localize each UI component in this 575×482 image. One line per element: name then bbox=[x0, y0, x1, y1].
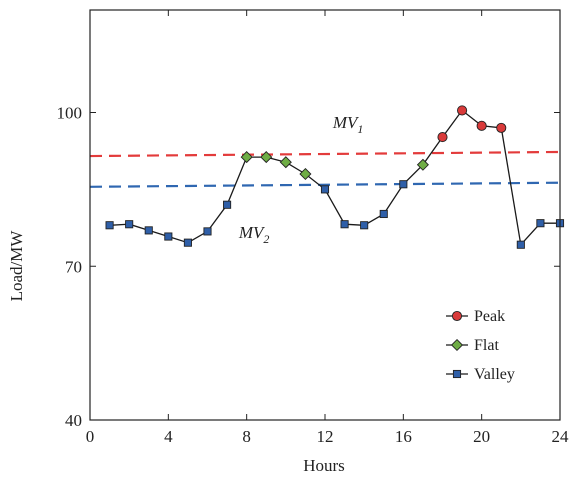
valley-point bbox=[320, 185, 330, 194]
flat-point bbox=[299, 167, 312, 181]
legend-marker-flat bbox=[450, 338, 464, 352]
x-tick-label: 16 bbox=[395, 427, 412, 446]
valley-point bbox=[164, 232, 173, 241]
peak-point bbox=[437, 132, 448, 143]
x-tick-label: 8 bbox=[242, 427, 251, 446]
valley-point bbox=[399, 180, 408, 189]
legend-marker-valley bbox=[452, 369, 462, 379]
valley-point bbox=[223, 200, 232, 209]
peak-point bbox=[476, 120, 487, 131]
y-tick-label: 100 bbox=[57, 104, 83, 123]
x-tick-label: 0 bbox=[86, 427, 95, 446]
valley-point bbox=[340, 220, 349, 229]
valley-point bbox=[360, 221, 369, 230]
x-tick-label: 20 bbox=[473, 427, 490, 446]
reference-line-label-2: MV2 bbox=[238, 223, 270, 246]
x-tick-label: 4 bbox=[164, 427, 173, 446]
valley-point bbox=[105, 221, 114, 230]
legend-marker-peak bbox=[451, 310, 463, 322]
legend-label-peak: Peak bbox=[474, 308, 505, 325]
valley-point bbox=[203, 227, 212, 236]
reference-line-label-1: MV1 bbox=[332, 113, 364, 136]
y-tick-label: 40 bbox=[65, 411, 82, 430]
x-tick-label: 12 bbox=[317, 427, 334, 446]
flat-point bbox=[416, 158, 429, 171]
flat-point bbox=[240, 151, 253, 164]
x-tick-label: 24 bbox=[552, 427, 570, 446]
flat-point bbox=[260, 151, 273, 164]
valley-point bbox=[379, 209, 388, 219]
valley-point bbox=[536, 219, 545, 228]
flat-point bbox=[279, 156, 292, 169]
peak-point bbox=[457, 105, 468, 116]
valley-point bbox=[125, 220, 134, 229]
valley-point bbox=[183, 238, 192, 247]
peak-point bbox=[496, 122, 507, 133]
y-axis-title: Load/MW bbox=[7, 230, 26, 302]
y-tick-label: 70 bbox=[65, 257, 82, 276]
reference-line-2 bbox=[89, 181, 561, 188]
legend-label-flat: Flat bbox=[474, 337, 499, 354]
valley-point bbox=[516, 240, 525, 249]
legend-label-valley: Valley bbox=[474, 366, 515, 383]
x-axis-title: Hours bbox=[303, 456, 345, 475]
reference-line-1 bbox=[89, 150, 561, 158]
valley-point bbox=[144, 226, 153, 235]
